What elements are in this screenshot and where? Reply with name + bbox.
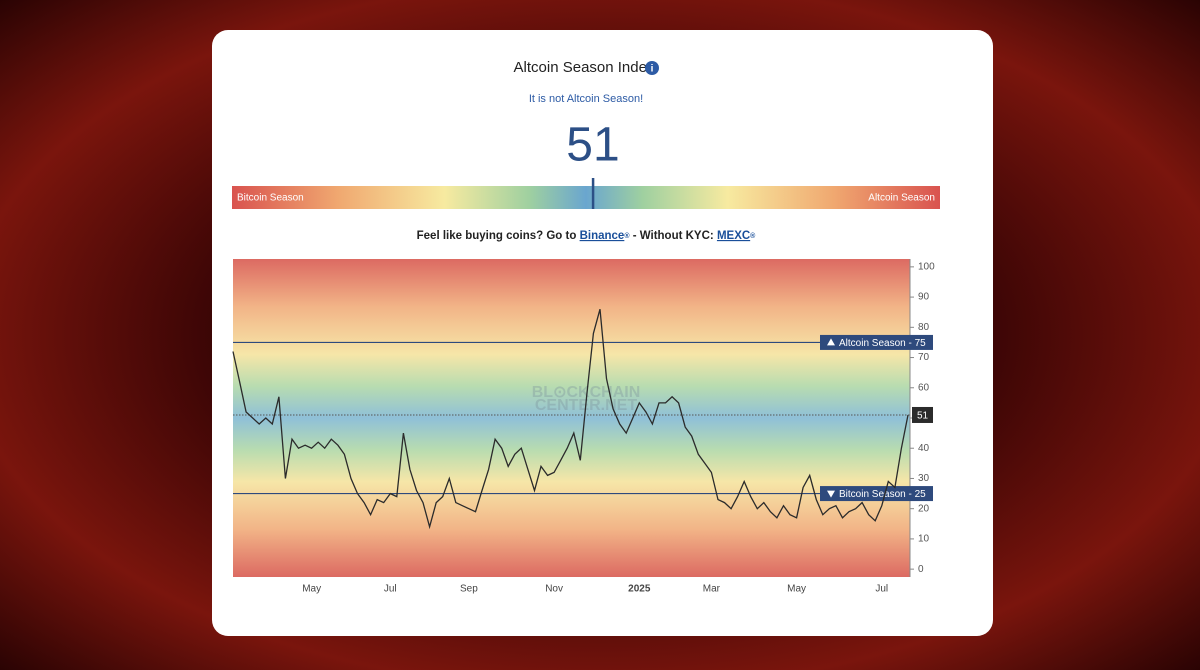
y-tick-label: 10 <box>918 534 930 545</box>
series-line <box>232 309 909 530</box>
threshold-arrow <box>827 490 835 498</box>
x-tick-label: 2025 <box>628 584 651 595</box>
y-tick-label: 20 <box>918 503 930 514</box>
gauge-left: Bitcoin Season <box>237 193 304 204</box>
y-tick-label: 90 <box>918 292 930 303</box>
promo-middle: - Without KYC: <box>633 230 714 242</box>
threshold-label: Altcoin Season - 75 <box>839 338 926 349</box>
y-tick-label: 60 <box>918 382 930 393</box>
binance-link[interactable]: Binance <box>580 230 625 242</box>
x-tick-label: Jul <box>384 584 397 595</box>
gauge-right: Altcoin Season <box>868 193 935 204</box>
y-tick-label: 100 <box>918 261 935 272</box>
y-tick-label: 80 <box>918 322 930 333</box>
title: Altcoin Season Index <box>514 59 655 76</box>
threshold-label: Bitcoin Season - 25 <box>839 489 926 500</box>
plot-area <box>233 259 910 577</box>
threshold-box <box>820 334 933 350</box>
mexc-link[interactable]: MEXC <box>717 230 750 242</box>
x-tick-label: Mar <box>703 584 721 595</box>
gauge-bar <box>232 186 940 209</box>
watermark: BL⊙CKCHAIN <box>532 384 641 401</box>
status: It is not Altcoin Season! <box>529 93 643 105</box>
y-tick-label: 30 <box>918 473 930 484</box>
mark: ® <box>624 232 630 240</box>
x-tick-label: Nov <box>545 584 563 595</box>
threshold-arrow <box>827 338 835 346</box>
index-value: 51 <box>566 119 619 172</box>
x-tick-label: Sep <box>460 584 478 595</box>
current-box <box>912 406 933 423</box>
promo-lead: Feel like buying coins? Go to <box>417 230 577 242</box>
threshold-box <box>820 486 933 502</box>
mark: ® <box>750 232 756 240</box>
x-tick-label: May <box>787 584 806 595</box>
info-icon[interactable] <box>645 61 659 75</box>
y-tick-label: 40 <box>918 443 930 454</box>
x-tick-label: May <box>302 584 321 595</box>
y-tick-label: 70 <box>918 352 930 363</box>
y-tick-label: 0 <box>918 564 924 575</box>
info-glyph: i <box>651 64 654 75</box>
x-tick-label: Jul <box>875 584 888 595</box>
promo: Feel like buying coins? Go to Binance® -… <box>417 230 757 242</box>
current-label: 51 <box>917 411 929 422</box>
